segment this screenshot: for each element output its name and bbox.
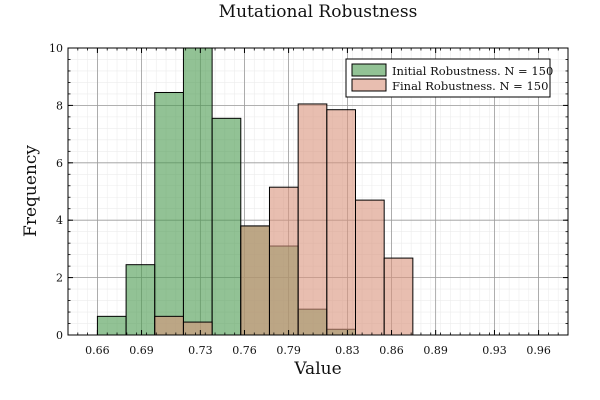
y-tick-label: 8: [56, 99, 63, 112]
x-tick-label: 0.69: [129, 344, 154, 357]
y-tick-label: 2: [56, 272, 63, 285]
x-axis-label: Value: [293, 359, 341, 379]
x-tick-label: 0.79: [276, 344, 301, 357]
x-tick-label: 0.93: [482, 344, 507, 357]
legend-label-final: Final Robustness. N = 150: [392, 79, 548, 93]
legend: Initial Robustness. N = 150 Final Robust…: [345, 58, 553, 98]
bar-initial-2: [154, 91, 184, 335]
bar-final-6: [268, 186, 299, 335]
y-tick-label: 10: [49, 42, 63, 55]
plot-frame: [67, 47, 569, 336]
bar-final-5: [240, 225, 270, 335]
bar-initial-0: [96, 315, 127, 335]
y-tick-label: 6: [56, 157, 63, 170]
x-tick-label: 0.66: [85, 344, 110, 357]
x-tick-label: 0.83: [335, 344, 360, 357]
y-tick-label: 4: [56, 214, 63, 227]
y-tick-label: 0: [56, 329, 63, 342]
bar-final-8: [326, 109, 356, 335]
histogram-bars: [96, 48, 414, 335]
bar-initial-4: [211, 117, 242, 335]
bar-final-3: [182, 321, 213, 335]
x-tick-label: 0.73: [188, 344, 213, 357]
bar-initial-1: [125, 264, 156, 335]
x-tick-label: 0.89: [423, 344, 448, 357]
legend-swatch-final: [351, 78, 387, 92]
axis-ticks: 0.66 0.69 0.73 0.76 0.79 0.83 0.86 0.89 0.93 0.96…: [49, 42, 569, 357]
bar-final-7: [297, 103, 328, 335]
x-tick-label: 0.76: [232, 344, 257, 357]
bar-final-9: [355, 199, 385, 335]
bar-final-10: [383, 257, 414, 335]
bar-initial-3: [182, 48, 213, 335]
bar-final-2: [154, 315, 184, 335]
x-tick-label: 0.86: [379, 344, 404, 357]
legend-label-initial: Initial Robustness. N = 150: [392, 64, 553, 78]
chart-title: Mutational Robustness: [219, 2, 418, 22]
legend-swatch-initial: [351, 63, 387, 77]
x-tick-label: 0.96: [526, 344, 551, 357]
y-axis-label: Frequency: [21, 145, 41, 237]
